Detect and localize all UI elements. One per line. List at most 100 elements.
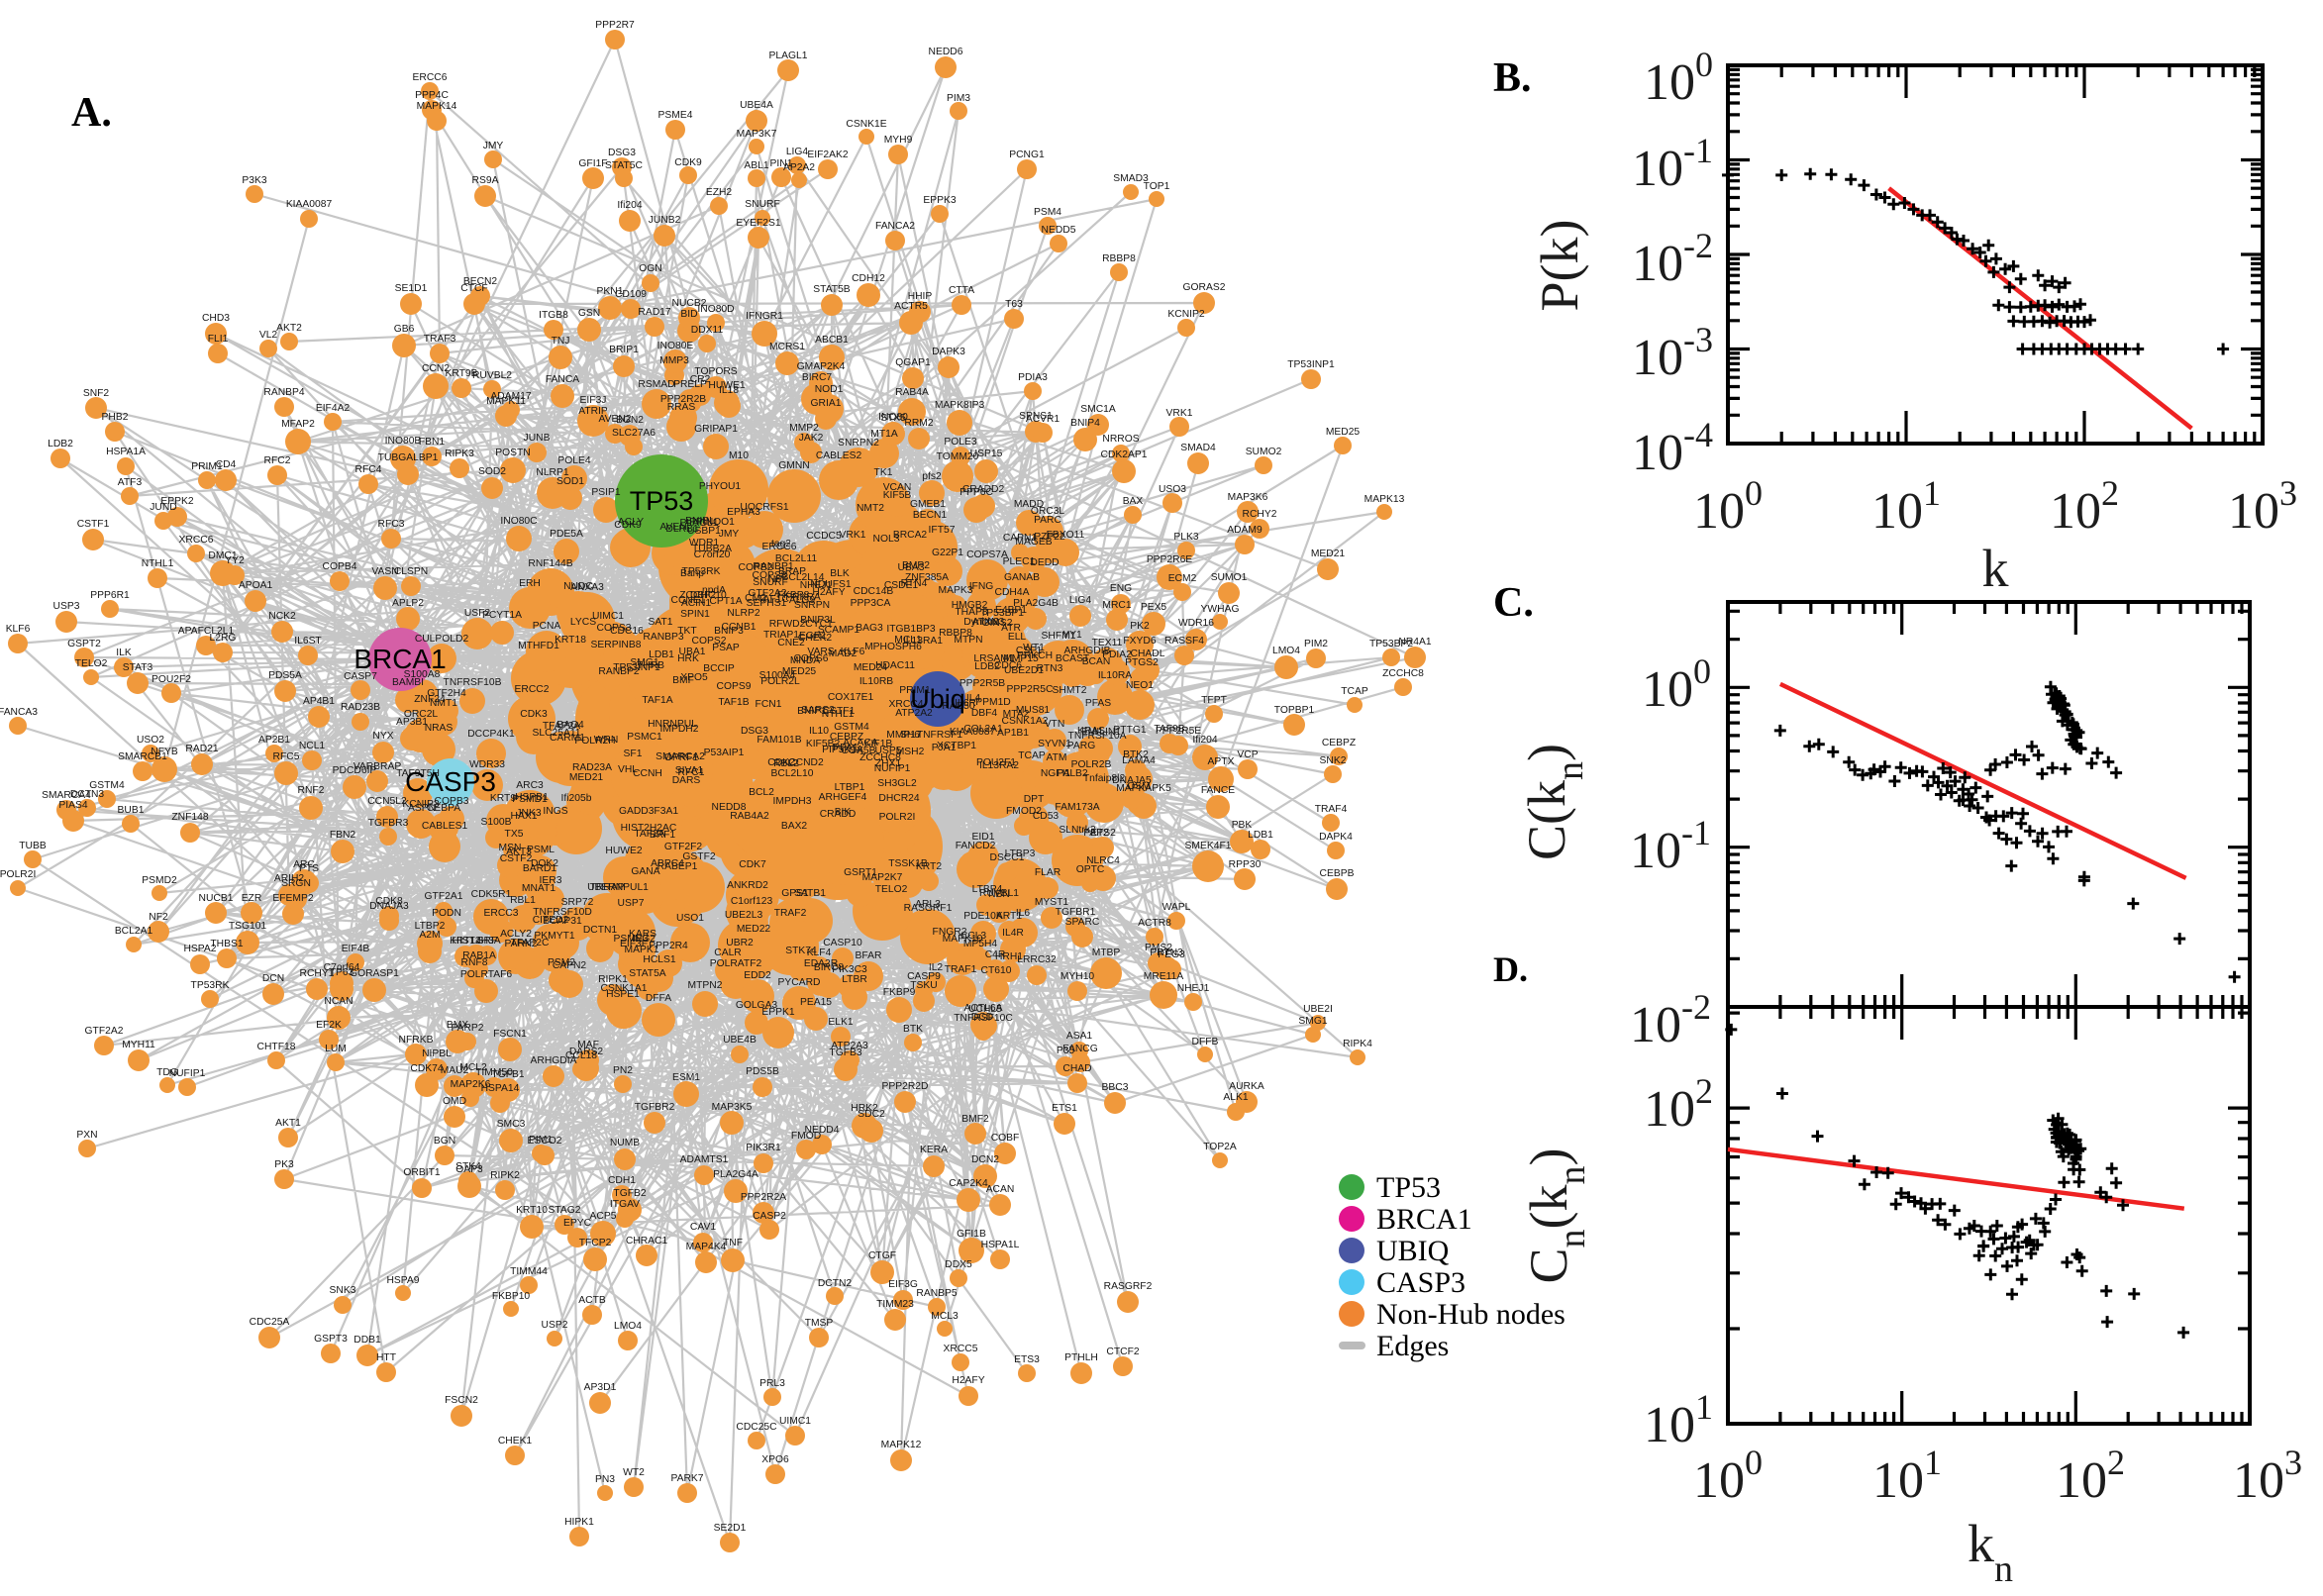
- svg-text:GTF2A2: GTF2A2: [85, 1026, 124, 1037]
- svg-text:POLE3: POLE3: [944, 437, 976, 448]
- svg-text:HSPA14: HSPA14: [481, 1083, 520, 1094]
- svg-text:BNIP1: BNIP1: [797, 706, 827, 717]
- svg-text:IL2: IL2: [929, 962, 944, 973]
- svg-text:DAPK3: DAPK3: [932, 347, 965, 357]
- svg-text:CTTA: CTTA: [949, 285, 974, 296]
- svg-text:BRCA2: BRCA2: [893, 530, 928, 541]
- svg-text:NLRP2: NLRP2: [727, 608, 759, 619]
- svg-text:PKN1: PKN1: [597, 286, 624, 297]
- svg-text:PLAGL1: PLAGL1: [680, 518, 719, 529]
- svg-text:UBA3: UBA3: [898, 562, 925, 573]
- svg-text:TOMM20: TOMM20: [937, 451, 979, 462]
- svg-text:SLNtrk3: SLNtrk3: [1059, 825, 1095, 836]
- svg-text:CCND2: CCND2: [788, 757, 824, 768]
- svg-text:POLE4: POLE4: [557, 455, 590, 466]
- svg-text:BRCA1: BRCA1: [354, 644, 446, 674]
- svg-text:ARC3: ARC3: [516, 780, 544, 791]
- svg-text:SRGN: SRGN: [281, 878, 311, 889]
- svg-text:RBL1: RBL1: [510, 895, 536, 906]
- svg-text:SNRPN: SNRPN: [794, 600, 830, 611]
- svg-text:PCNG1: PCNG1: [1009, 150, 1045, 160]
- svg-text:NFYB: NFYB: [151, 747, 178, 757]
- svg-text:PSME3: PSME3: [614, 934, 649, 945]
- svg-text:IL4R: IL4R: [1002, 928, 1024, 939]
- svg-text:CSTF1: CSTF1: [823, 706, 856, 717]
- svg-text:DOK2: DOK2: [531, 858, 558, 869]
- svg-text:KIAA0087: KIAA0087: [950, 727, 996, 738]
- svg-text:PRIM1: PRIM1: [899, 685, 931, 696]
- svg-text:SMC1A: SMC1A: [1080, 404, 1116, 415]
- svg-text:CDK9: CDK9: [674, 157, 702, 168]
- svg-text:SMC3: SMC3: [497, 1119, 526, 1130]
- svg-text:NYX: NYX: [372, 731, 393, 742]
- svg-text:DARS2: DARS2: [569, 1047, 604, 1057]
- svg-text:MED24: MED24: [854, 662, 888, 673]
- svg-text:EYEF2S1: EYEF2S1: [736, 218, 780, 229]
- svg-text:C1orf123: C1orf123: [731, 896, 773, 907]
- svg-text:TNFRSF10C: TNFRSF10C: [954, 1013, 1013, 1024]
- svg-text:TOP2A: TOP2A: [1203, 1142, 1237, 1152]
- svg-text:SERPINB8: SERPINB8: [591, 640, 642, 650]
- svg-text:VCAN: VCAN: [883, 482, 912, 493]
- svg-text:CARM1: CARM1: [550, 733, 585, 744]
- svg-text:BAMBI: BAMBI: [392, 677, 424, 688]
- svg-text:IL6R: IL6R: [955, 698, 976, 709]
- svg-text:E4BP1: E4BP1: [995, 605, 1027, 616]
- svg-text:ARIH2: ARIH2: [274, 873, 305, 884]
- svg-text:THBS1: THBS1: [210, 939, 243, 949]
- svg-text:PSAP: PSAP: [712, 643, 740, 653]
- svg-text:RFWD2: RFWD2: [769, 619, 806, 630]
- svg-text:NCAN: NCAN: [324, 996, 353, 1007]
- svg-text:DBF2: DBF2: [690, 590, 717, 601]
- svg-text:TNJ: TNJ: [552, 336, 570, 347]
- svg-text:FXYD6: FXYD6: [1123, 636, 1156, 647]
- svg-text:PTGS2: PTGS2: [1125, 657, 1159, 668]
- svg-text:ETS2: ETS2: [1090, 828, 1116, 839]
- svg-text:BAX: BAX: [1123, 496, 1144, 507]
- svg-text:THRB: THRB: [637, 660, 664, 671]
- svg-text:BARD1: BARD1: [523, 863, 557, 874]
- svg-text:TP53: TP53: [630, 486, 694, 516]
- svg-text:LDB2: LDB2: [974, 661, 1000, 672]
- svg-text:ACVR1: ACVR1: [1026, 414, 1060, 425]
- svg-text:PARK2: PARK2: [504, 939, 537, 949]
- svg-text:YY1: YY1: [1062, 630, 1082, 641]
- svg-text:MAPKAPK5: MAPKAPK5: [1116, 783, 1171, 794]
- svg-text:ATXN3: ATXN3: [972, 617, 1005, 628]
- svg-text:DSG3: DSG3: [608, 148, 636, 158]
- svg-text:LYCS: LYCS: [570, 617, 596, 628]
- svg-text:PDIA3: PDIA3: [1018, 372, 1048, 383]
- svg-text:USP5: USP5: [875, 746, 902, 756]
- svg-text:RAD50: RAD50: [942, 701, 974, 712]
- svg-text:SPIN1: SPIN1: [680, 609, 710, 620]
- svg-text:AP3B1: AP3B1: [396, 717, 428, 728]
- svg-text:HMGB2: HMGB2: [952, 600, 988, 611]
- svg-text:CCN5L2: CCN5L2: [367, 796, 407, 807]
- svg-text:NEDD5: NEDD5: [1042, 225, 1076, 236]
- svg-text:MSH2: MSH2: [896, 747, 925, 757]
- svg-text:TP53BP2: TP53BP2: [1369, 639, 1413, 649]
- svg-text:KRT9B: KRT9B: [445, 368, 477, 379]
- svg-text:WAPL: WAPL: [1162, 902, 1191, 913]
- svg-text:RFC3: RFC3: [378, 519, 405, 530]
- svg-text:BRCA1: BRCA1: [1376, 1203, 1472, 1236]
- svg-text:SAT1: SAT1: [649, 617, 673, 628]
- svg-text:STAT5C: STAT5C: [605, 160, 644, 171]
- svg-text:PN2: PN2: [613, 1065, 633, 1076]
- svg-text:SE1D1: SE1D1: [395, 283, 428, 294]
- svg-text:HRK2: HRK2: [851, 1103, 878, 1114]
- svg-text:BAG3: BAG3: [856, 623, 883, 634]
- svg-text:RPP30: RPP30: [1229, 859, 1262, 870]
- svg-text:USP3: USP3: [53, 601, 80, 612]
- svg-text:CDK9: CDK9: [614, 520, 642, 531]
- svg-text:AVEN: AVEN: [659, 522, 686, 533]
- svg-text:S100A4: S100A4: [759, 670, 796, 681]
- svg-text:USO2: USO2: [137, 735, 164, 746]
- svg-text:GOLGA3: GOLGA3: [736, 1000, 778, 1011]
- svg-text:XPO5: XPO5: [680, 672, 708, 683]
- svg-text:PDIA2: PDIA2: [1102, 649, 1132, 660]
- svg-text:COPS7A: COPS7A: [966, 549, 1008, 560]
- svg-text:CD53: CD53: [1033, 811, 1060, 822]
- svg-text:GSPT1: GSPT1: [844, 867, 877, 878]
- svg-text:TOP1: TOP1: [1144, 181, 1170, 192]
